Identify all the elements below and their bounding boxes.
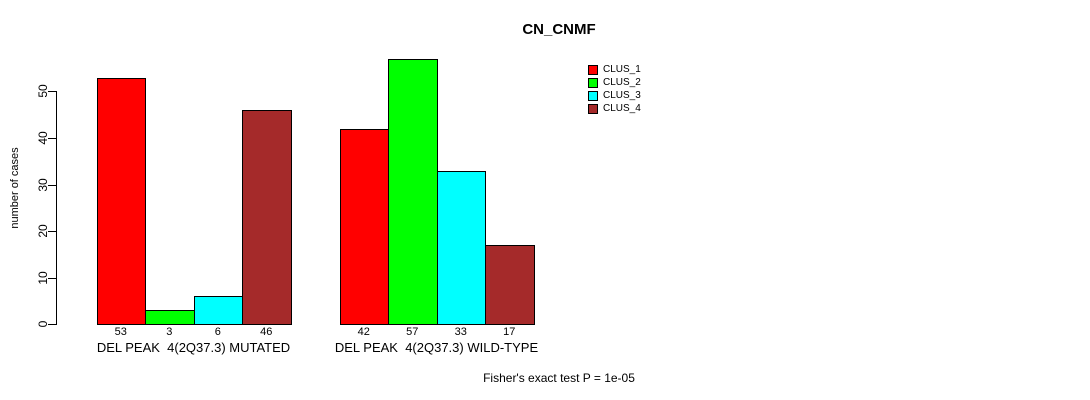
bar-CLUS_2-group1 bbox=[388, 58, 438, 325]
y-tick-label: 0 bbox=[36, 320, 50, 328]
bar-value-label: 6 bbox=[214, 326, 221, 338]
x-group-label-mutated: DEL PEAK 4(2Q37.3) MUTATED bbox=[96, 340, 291, 355]
y-tick bbox=[48, 324, 56, 325]
y-tick-label: 50 bbox=[36, 84, 50, 98]
bar-value-label: 57 bbox=[406, 326, 419, 338]
footer-stat-text: Fisher's exact test P = 1e-05 bbox=[483, 371, 635, 385]
legend-item: CLUS_4 bbox=[588, 102, 641, 115]
bar-CLUS_1-group0 bbox=[96, 77, 146, 325]
bar-CLUS_1-group1 bbox=[339, 128, 389, 325]
y-tick bbox=[48, 185, 56, 186]
legend-swatch bbox=[588, 64, 598, 75]
legend-item: CLUS_1 bbox=[588, 63, 641, 76]
y-tick bbox=[48, 138, 56, 139]
bar-value-label: 33 bbox=[454, 326, 467, 338]
x-group-label-wild-type: DEL PEAK 4(2Q37.3) WILD-TYPE bbox=[334, 340, 539, 355]
legend-item: CLUS_3 bbox=[588, 89, 641, 102]
bar-CLUS_3-group1 bbox=[436, 170, 486, 325]
y-axis-line bbox=[56, 91, 57, 325]
legend-item: CLUS_2 bbox=[588, 76, 641, 89]
bar-value-label: 17 bbox=[503, 326, 516, 338]
y-tick-label: 40 bbox=[36, 131, 50, 145]
bar-CLUS_4-group0 bbox=[242, 110, 292, 325]
bar-CLUS_2-group0 bbox=[145, 310, 195, 325]
bar-value-label: 46 bbox=[260, 326, 273, 338]
legend-label: CLUS_4 bbox=[603, 102, 641, 114]
legend: CLUS_1 CLUS_2 CLUS_3 CLUS_4 bbox=[588, 63, 641, 115]
bar-value-label: 3 bbox=[166, 326, 173, 338]
legend-swatch bbox=[588, 77, 598, 88]
y-tick bbox=[48, 91, 56, 92]
y-tick-label: 30 bbox=[36, 178, 50, 192]
legend-swatch bbox=[588, 90, 598, 101]
y-tick-label: 10 bbox=[36, 271, 50, 285]
legend-label: CLUS_1 bbox=[603, 63, 641, 75]
chart-title: CN_CNMF bbox=[522, 21, 596, 38]
bar-value-label: 42 bbox=[357, 326, 370, 338]
legend-swatch bbox=[588, 103, 598, 114]
legend-label: CLUS_3 bbox=[603, 89, 641, 101]
y-tick-label: 20 bbox=[36, 224, 50, 238]
y-tick bbox=[48, 231, 56, 232]
bar-CLUS_4-group1 bbox=[485, 244, 535, 325]
bar-CLUS_3-group0 bbox=[193, 296, 243, 325]
y-tick bbox=[48, 278, 56, 279]
bar-value-label: 53 bbox=[114, 326, 127, 338]
y-axis-label: number of cases bbox=[9, 147, 21, 229]
legend-label: CLUS_2 bbox=[603, 76, 641, 88]
